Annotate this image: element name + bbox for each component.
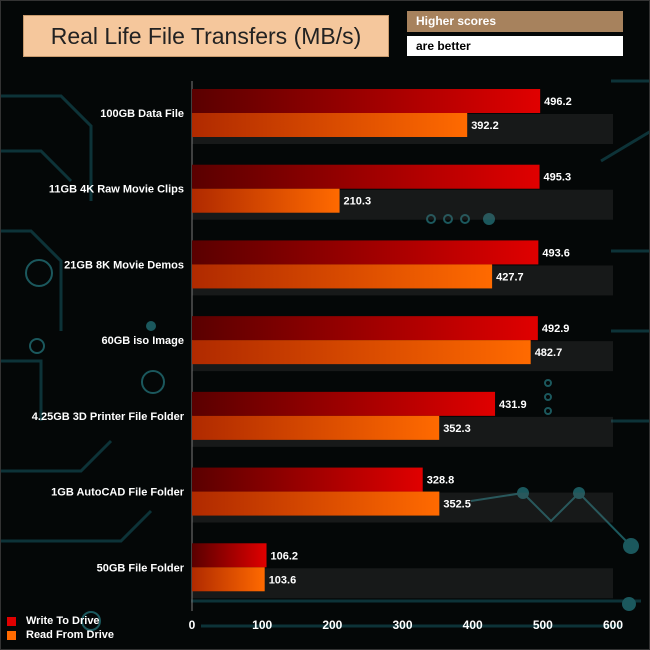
write-value-label: 431.9 <box>499 399 527 411</box>
write-value-label: 492.9 <box>542 323 570 335</box>
category-label: 1GB AutoCAD File Folder <box>51 487 185 499</box>
write-bar <box>192 240 539 265</box>
read-value-label: 427.7 <box>496 271 524 283</box>
write-value-label: 493.6 <box>542 247 570 259</box>
legend: Write To Drive Read From Drive <box>7 614 114 642</box>
category-label: 21GB 8K Movie Demos <box>64 259 184 271</box>
write-value-label: 328.8 <box>427 475 455 487</box>
x-tick-label: 300 <box>392 618 412 632</box>
write-value-label: 106.2 <box>271 550 299 562</box>
read-value-label: 482.7 <box>535 347 563 359</box>
legend-label-write: Write To Drive <box>26 615 100 627</box>
write-value-label: 495.3 <box>544 172 572 184</box>
read-value-label: 352.3 <box>443 423 471 435</box>
x-tick-label: 200 <box>322 618 342 632</box>
read-bar <box>192 340 531 365</box>
write-bar <box>192 89 541 113</box>
read-bar <box>192 415 440 440</box>
read-bar <box>192 491 440 516</box>
x-tick-label: 400 <box>463 618 483 632</box>
read-value-label: 210.3 <box>344 196 372 208</box>
x-tick-label: 0 <box>189 618 196 632</box>
are-better-note: are better <box>407 36 623 56</box>
x-tick-label: 600 <box>603 618 623 632</box>
x-tick-label: 100 <box>252 618 272 632</box>
legend-label-read: Read From Drive <box>26 629 115 641</box>
read-value-label: 392.2 <box>471 120 499 132</box>
category-label: 11GB 4K Raw Movie Clips <box>49 184 184 196</box>
category-label: 50GB File Folder <box>97 562 185 574</box>
higher-scores-note: Higher scores <box>407 11 623 32</box>
x-tick-label: 500 <box>533 618 553 632</box>
category-label: 60GB iso Image <box>101 335 184 347</box>
write-bar <box>192 543 267 568</box>
write-bar <box>192 467 423 492</box>
legend-item-write: Write To Drive <box>7 614 114 628</box>
read-bar <box>192 113 468 137</box>
chart-title: Real Life File Transfers (MB/s) <box>23 15 389 57</box>
read-bar <box>192 567 265 592</box>
read-value-label: 352.5 <box>443 499 471 511</box>
legend-swatch-write <box>7 616 16 626</box>
read-bar <box>192 264 493 289</box>
write-bar <box>192 391 496 416</box>
legend-swatch-read <box>7 630 16 640</box>
read-bar <box>192 188 340 213</box>
legend-item-read: Read From Drive <box>7 628 114 642</box>
read-value-label: 103.6 <box>269 574 297 586</box>
write-bar <box>192 316 538 341</box>
category-label: 4.25GB 3D Printer File Folder <box>32 411 185 423</box>
write-bar <box>192 164 540 189</box>
category-label: 100GB Data File <box>100 108 184 120</box>
write-value-label: 496.2 <box>544 96 572 108</box>
